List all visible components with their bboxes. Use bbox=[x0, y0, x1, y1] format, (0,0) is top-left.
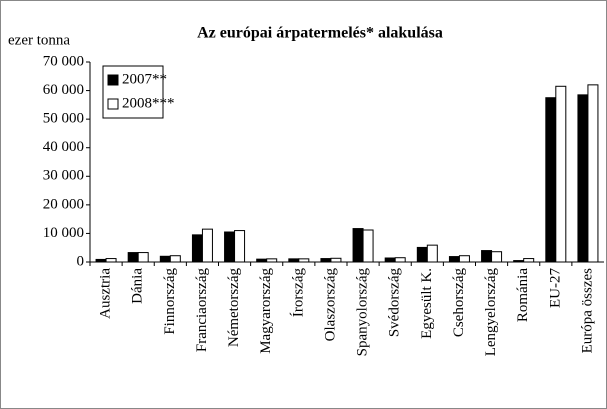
y-axis-label: ezer tonna bbox=[8, 32, 70, 48]
y-tick-label: 0 bbox=[77, 253, 85, 269]
bar bbox=[234, 230, 246, 263]
legend-label: 2007** bbox=[122, 71, 167, 87]
y-tick-label: 20 000 bbox=[43, 196, 84, 212]
x-tick-label: Olaszország bbox=[322, 268, 338, 342]
bar bbox=[320, 258, 332, 263]
x-tick-label: Spanyolország bbox=[355, 268, 371, 357]
x-tick-label: EU-27 bbox=[547, 268, 563, 308]
bar bbox=[587, 84, 599, 263]
bar bbox=[545, 97, 557, 263]
bar bbox=[481, 250, 493, 263]
bar bbox=[137, 252, 149, 263]
y-tick-label: 40 000 bbox=[43, 139, 84, 155]
bar bbox=[458, 255, 470, 263]
x-tick-label: Csehország bbox=[451, 268, 467, 338]
y-tick-label: 10 000 bbox=[43, 225, 84, 241]
bar bbox=[416, 246, 428, 263]
y-tick-label: 30 000 bbox=[43, 168, 84, 184]
legend-label: 2008*** bbox=[122, 95, 175, 111]
x-tick-label: Írország bbox=[289, 268, 306, 318]
y-tick-label: 50 000 bbox=[43, 111, 84, 127]
x-tick-label: Egyesült K. bbox=[419, 268, 435, 339]
bar bbox=[127, 252, 139, 263]
bar bbox=[191, 234, 203, 263]
bar bbox=[555, 85, 567, 263]
x-tick-label: Franciaország bbox=[194, 268, 210, 353]
y-tick-label: 60 000 bbox=[43, 82, 84, 98]
bar bbox=[491, 251, 503, 263]
bar bbox=[201, 228, 213, 263]
legend-swatch bbox=[107, 74, 119, 86]
chart-title: Az európai árpatermelés* alakulása bbox=[197, 25, 443, 42]
bar bbox=[224, 231, 236, 263]
x-tick-label: Svédország bbox=[387, 268, 403, 338]
bar bbox=[384, 257, 396, 263]
x-tick-label: Németország bbox=[226, 268, 242, 348]
bar bbox=[352, 228, 364, 263]
x-tick-label: Európa összes bbox=[579, 268, 595, 354]
bar bbox=[426, 244, 438, 263]
x-tick-label: Dánia bbox=[130, 268, 146, 304]
x-tick-label: Románia bbox=[515, 268, 531, 322]
legend-swatch bbox=[107, 98, 119, 110]
x-tick-label: Lengyelország bbox=[483, 268, 499, 357]
bar bbox=[362, 229, 374, 263]
bar bbox=[105, 258, 117, 263]
bar bbox=[159, 255, 171, 263]
x-tick-label: Magyarország bbox=[258, 268, 274, 354]
bar bbox=[577, 94, 589, 263]
bar bbox=[523, 258, 535, 263]
x-tick-label: Finnország bbox=[162, 268, 178, 335]
y-tick-label: 70 000 bbox=[43, 53, 84, 69]
x-tick-label: Ausztria bbox=[98, 268, 114, 319]
bar bbox=[169, 255, 181, 263]
bar bbox=[448, 256, 460, 263]
bar bbox=[394, 257, 406, 263]
bar bbox=[330, 257, 342, 263]
